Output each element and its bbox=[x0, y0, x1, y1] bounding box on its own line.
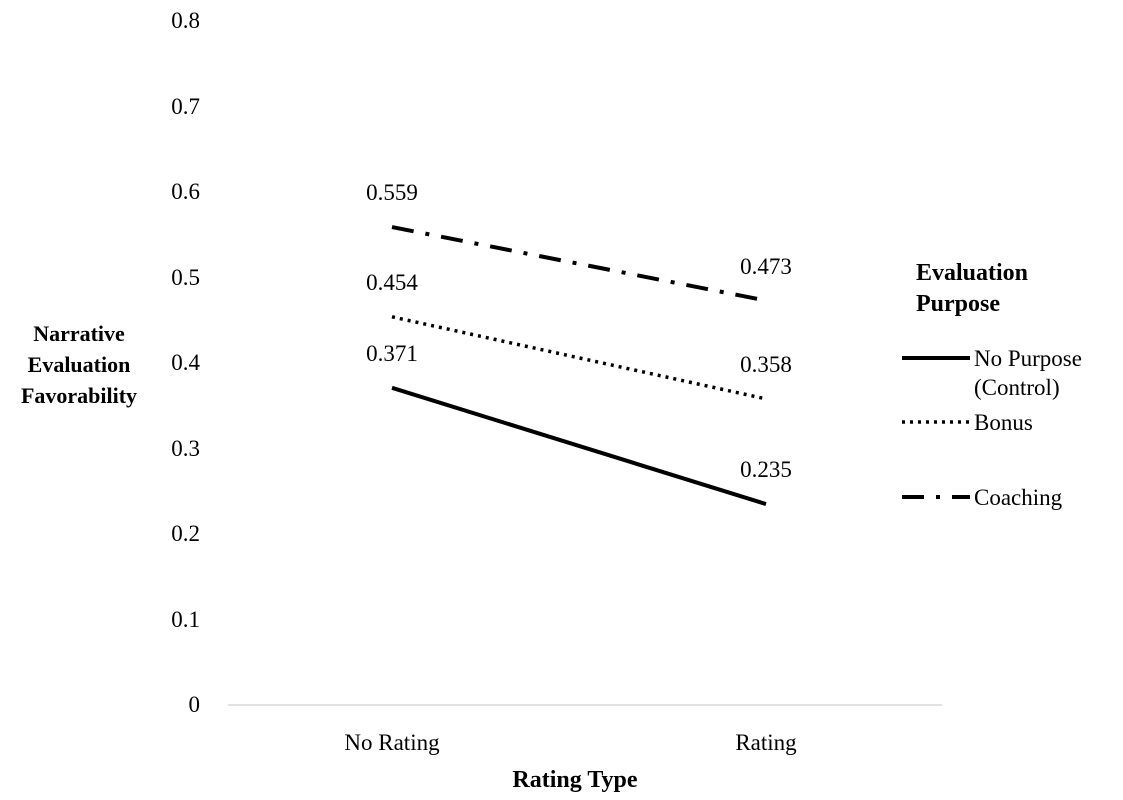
y-tick-label: 0.6 bbox=[171, 179, 200, 204]
y-axis-title: Narrative Evaluation Favorability bbox=[0, 318, 158, 411]
legend-title-line: Evaluation bbox=[916, 260, 1029, 286]
y-tick-label: 0.2 bbox=[171, 521, 200, 546]
series-line bbox=[391, 225, 767, 303]
data-label: 0.235 bbox=[740, 457, 792, 483]
legend-label: Bonus bbox=[974, 410, 1033, 435]
legend-label: (Control) bbox=[974, 375, 1060, 400]
y-tick-label: 0.7 bbox=[171, 93, 200, 119]
x-axis-title: Rating Type bbox=[512, 767, 638, 793]
y-tick-label: 0.5 bbox=[171, 264, 200, 290]
legend-entry: Coaching bbox=[974, 486, 1123, 509]
legend-entry: No Purpose (Control) bbox=[974, 347, 1123, 399]
series-line bbox=[391, 315, 767, 401]
legend-label: No Purpose bbox=[974, 346, 1082, 371]
y-axis-title-line: Favorability bbox=[20, 383, 138, 408]
y-tick-label: 0.3 bbox=[171, 435, 200, 461]
x-tick-label: No Rating bbox=[344, 730, 440, 755]
data-label: 0.473 bbox=[740, 253, 792, 279]
y-tick-label: 0 bbox=[188, 692, 201, 717]
legend-title-line: Purpose bbox=[916, 291, 1000, 317]
series-line bbox=[391, 385, 767, 506]
data-label: 0.371 bbox=[366, 340, 418, 366]
series-layer bbox=[391, 225, 767, 506]
data-label: 0.358 bbox=[740, 351, 792, 377]
y-axis-title-line: Evaluation bbox=[27, 352, 131, 377]
y-axis-title-line: Narrative bbox=[33, 321, 125, 346]
x-tick-label: Rating bbox=[735, 730, 797, 755]
data-label: 0.559 bbox=[366, 180, 418, 206]
legend-entry: Bonus bbox=[974, 411, 1123, 434]
y-tick-label: 0.1 bbox=[171, 606, 200, 632]
y-tick-label: 0.4 bbox=[171, 350, 200, 375]
y-tick-label: 0.8 bbox=[171, 8, 200, 33]
legend-label: Coaching bbox=[974, 485, 1063, 510]
legend-title: Evaluation Purpose bbox=[916, 258, 1116, 320]
data-label: 0.454 bbox=[366, 269, 418, 295]
legend-layer bbox=[902, 356, 970, 499]
